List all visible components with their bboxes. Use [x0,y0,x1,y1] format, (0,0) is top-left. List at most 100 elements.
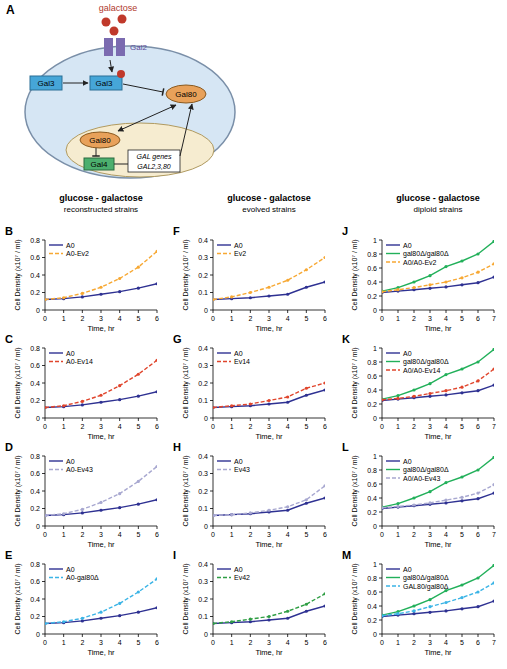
data-point [137,480,140,483]
data-point [476,360,479,363]
data-point [428,382,431,385]
y-tick-label: 0.8 [30,345,40,352]
x-tick-label: 3 [267,423,271,430]
y-tick [42,491,45,492]
x-tick-label: 5 [304,531,308,538]
legend-label: A0/A0-Ev14 [403,367,440,374]
y-tick-label: 0 [373,307,377,314]
data-point [99,401,102,404]
y-tick [42,473,45,474]
y-tick-label: 0.8 [367,467,377,474]
y-tick [379,240,382,241]
legend-label: A0 [403,458,412,465]
data-point [45,298,47,301]
y-tick-label: 0.4 [367,603,377,610]
series-line [213,390,325,408]
legend-swatch [386,469,400,470]
series-line [45,579,157,624]
legend-swatch [386,477,400,478]
y-tick [42,310,45,311]
data-point [305,387,308,390]
y-tick [42,400,45,401]
series-line [213,594,325,624]
x-tick-label: 2 [80,315,84,322]
y-tick [379,470,382,471]
data-point [45,298,47,301]
data-point [118,492,121,495]
x-tick [250,310,251,313]
data-point [62,621,65,624]
x-tick-label: 3 [99,531,103,538]
ligand-label: galactose [99,3,138,13]
y-tick [42,275,45,276]
x-axis-title: Time, hr [87,540,115,549]
data-point [137,611,140,614]
data-point [249,618,252,621]
plot-area [45,465,157,517]
data-point [137,266,140,269]
y-tick-label: 0.4 [198,345,208,352]
panel-label: D [5,441,13,453]
y-tick [379,376,382,377]
x-tick-label: 4 [118,315,122,322]
y-axis-title: Cell Density (x10⁷ / ml) [351,240,359,311]
y-tick [42,418,45,419]
legend-label: A0 [66,566,75,573]
y-tick-label: 0.4 [30,596,40,603]
y-tick-label: 0.2 [198,596,208,603]
data-point [305,502,308,505]
y-tick-label: 0 [204,307,208,314]
y-tick-label: 0.6 [30,254,40,261]
data-point [286,610,289,613]
series-line [213,383,325,408]
x-tick [287,526,288,529]
data-point [382,398,384,401]
panel-label: F [173,225,180,237]
galactose-molecule [102,18,111,27]
y-tick-label: 0.2 [198,272,208,279]
panel-label: L [342,441,349,453]
data-point [382,506,384,509]
x-tick-label: 2 [248,315,252,322]
data-point [396,288,399,291]
y-tick [42,456,45,457]
y-tick [210,365,213,366]
gal80-label: Gal80 [89,136,111,145]
data-point [45,622,47,625]
galactose-molecule [118,15,127,24]
legend-swatch [386,585,400,586]
y-tick-label: 0.3 [198,470,208,477]
y-tick-label: 1 [373,561,377,568]
x-tick [430,310,431,313]
series-line [382,565,494,615]
column-subtitle: diploid strains [414,205,463,214]
legend-swatch [217,352,231,353]
x-tick [494,634,495,637]
y-tick [379,282,382,283]
x-tick-label: 2 [248,531,252,538]
x-tick [138,418,139,421]
x-tick [157,418,158,421]
x-axis [382,418,494,419]
data-point [118,602,121,605]
gal4-box [84,158,114,170]
x-tick [287,418,288,421]
x-tick-label: 1 [230,423,234,430]
plot-area [45,250,157,301]
column-subtitle: evolved strains [242,205,295,214]
legend-label: A0 [66,350,75,357]
legend-swatch [386,460,400,461]
series-line [213,282,325,300]
y-axis-title: Cell Density (x10⁷ / ml) [182,348,190,419]
data-point [444,481,447,484]
series-line [382,241,494,291]
x-tick-label: 2 [248,423,252,430]
data-point [444,280,447,283]
y-tick [379,526,382,527]
legend-label: A0 [403,566,412,573]
data-point [99,501,102,504]
x-tick-label: 1 [230,315,234,322]
data-point [460,496,463,499]
legend-label: A0 [403,242,412,249]
data-point [492,348,494,351]
